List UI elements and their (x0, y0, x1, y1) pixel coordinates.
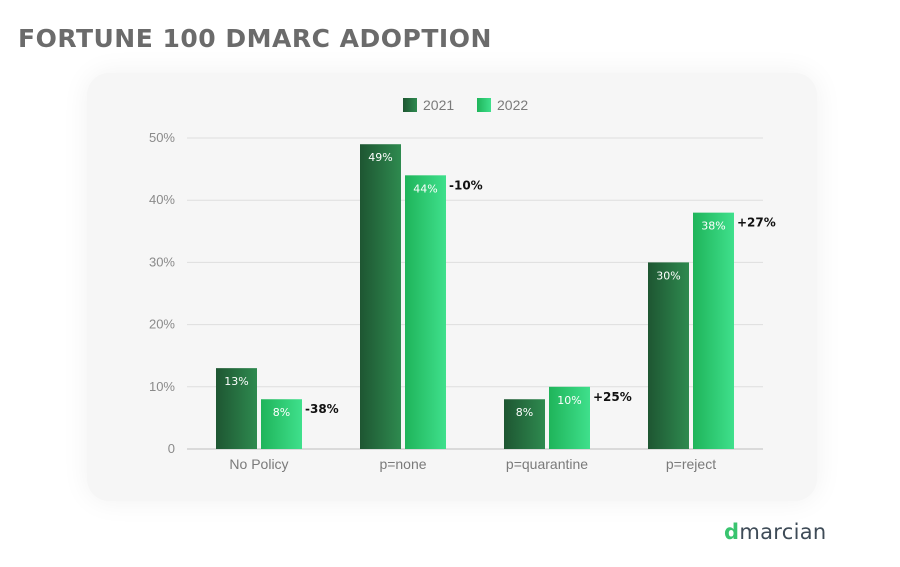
bar-2022-3 (693, 212, 734, 449)
y-tick-label: 20% (149, 317, 175, 332)
y-tick-label: 40% (149, 192, 175, 207)
y-tick-label: 30% (149, 254, 175, 269)
change-label: +27% (737, 216, 776, 230)
logo-letter-d: d (724, 520, 740, 544)
bar-2022-1 (405, 175, 446, 449)
y-tick-label: 0 (168, 441, 175, 456)
bar-value-label: 10% (557, 394, 581, 407)
dmarcian-logo: dmarcian (724, 522, 827, 543)
category-label: p=reject (666, 456, 716, 472)
bar-value-label: 30% (656, 269, 680, 282)
bar-chart: 0 10% 20% 30% 40% 50% 13% 8% -38% No Policy 49% 44… (149, 97, 776, 472)
bar-value-label: 8% (516, 406, 533, 419)
bar-value-label: 38% (701, 220, 725, 233)
bar-value-label: 13% (224, 375, 248, 388)
bar-2021-2 (504, 399, 545, 449)
category-label: No Policy (229, 456, 288, 472)
category-label: p=quarantine (506, 456, 588, 472)
bar-2021-1 (360, 144, 401, 449)
bar-2022-2 (549, 386, 590, 449)
change-label: -38% (305, 402, 339, 416)
logo-wordmark: marcian (739, 520, 827, 544)
bar-2022-0 (261, 399, 302, 449)
legend-swatch-2021 (403, 98, 417, 112)
legend-swatch-2022 (477, 98, 491, 112)
y-tick-label: 10% (149, 379, 175, 394)
bar-value-label: 8% (273, 406, 290, 419)
bar-2021-0 (216, 368, 257, 449)
legend-label: 2022 (497, 97, 528, 113)
logo-text: dmarcian (724, 522, 827, 543)
bar-value-label: 49% (368, 151, 392, 164)
change-label: +25% (593, 390, 632, 404)
legend-label: 2021 (423, 97, 454, 113)
y-tick-label: 50% (149, 130, 175, 145)
category-label: p=none (379, 456, 426, 472)
change-label: -10% (449, 178, 483, 192)
bar-value-label: 44% (413, 182, 437, 195)
chart-card: 0 10% 20% 30% 40% 50% 13% 8% -38% No Policy 49% 44… (87, 73, 817, 501)
page-title: FORTUNE 100 DMARC ADOPTION (18, 24, 492, 53)
bar-2021-3 (648, 262, 689, 449)
